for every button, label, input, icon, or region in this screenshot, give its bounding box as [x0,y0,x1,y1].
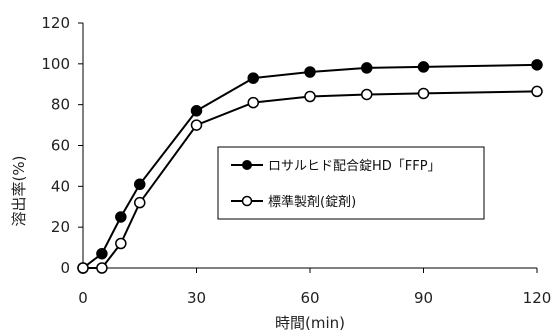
y-tick-label: 20 [51,218,70,236]
y-tick-label: 100 [41,55,70,73]
x-tick-label: 60 [300,289,319,307]
y-tick-label: 60 [51,137,70,155]
legend-label-series-1: ロサルヒド配合錠HD「FFP」 [268,159,441,174]
x-axis-title: 時間(min) [275,314,345,332]
x-tick-label: 90 [414,289,433,307]
series-1 [77,59,543,274]
data-point [417,61,430,73]
legend: ロサルヒド配合錠HD「FFP」 標準製剤(錠剤) [217,146,485,220]
legend-box [217,146,485,220]
data-point [190,105,203,117]
data-point [115,211,127,223]
data-point [96,247,108,260]
x-tick-label: 30 [187,289,206,307]
data-point [361,62,373,74]
series-layer [77,59,543,274]
data-point [77,262,89,274]
data-point [96,262,108,274]
series-line-1 [82,63,538,269]
y-tick-label: 0 [60,259,70,277]
y-tick-label: 40 [51,177,70,195]
series-2 [77,85,543,274]
data-point [115,237,127,250]
data-point [531,59,543,71]
data-point [531,85,543,98]
legend-label-series-2: 標準製剤(錠剤) [268,194,356,210]
data-point [247,96,259,109]
data-point [247,72,259,84]
legend-marker-series-2 [241,195,253,207]
data-point [417,87,430,100]
x-ticks: 0 30 60 90 120 [78,268,551,307]
data-point [304,90,316,103]
x-tick-label: 120 [523,289,552,307]
data-point [304,66,316,78]
data-point [134,178,146,191]
y-axis-title: 溶出率(%) [10,156,28,227]
x-tick-label: 0 [78,289,88,307]
series-line-2 [83,90,538,269]
data-point [134,196,146,209]
legend-marker-series-1 [242,160,252,170]
y-tick-label: 80 [51,96,70,114]
axes [82,23,537,269]
y-ticks: 0 20 40 60 80 100 120 [41,14,83,277]
y-tick-label: 120 [41,14,70,32]
data-point [361,88,373,101]
data-point [190,119,203,131]
